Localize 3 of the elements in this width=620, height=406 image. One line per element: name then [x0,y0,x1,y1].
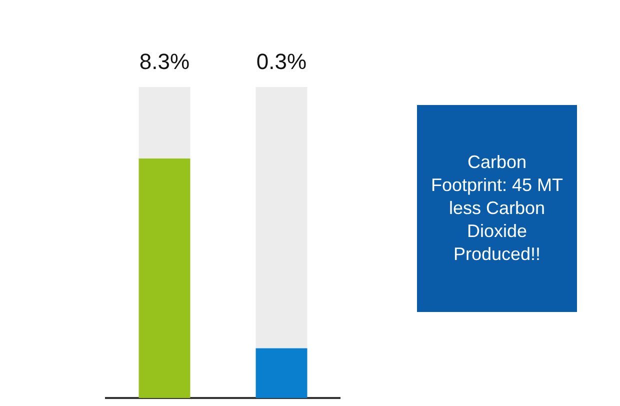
annotation: 0.3% [256,49,307,74]
annotation: 8.3% [139,49,190,74]
text: Carbon Footprint: 45 MT less Carbon Dioxide Produced!! [417,105,577,312]
